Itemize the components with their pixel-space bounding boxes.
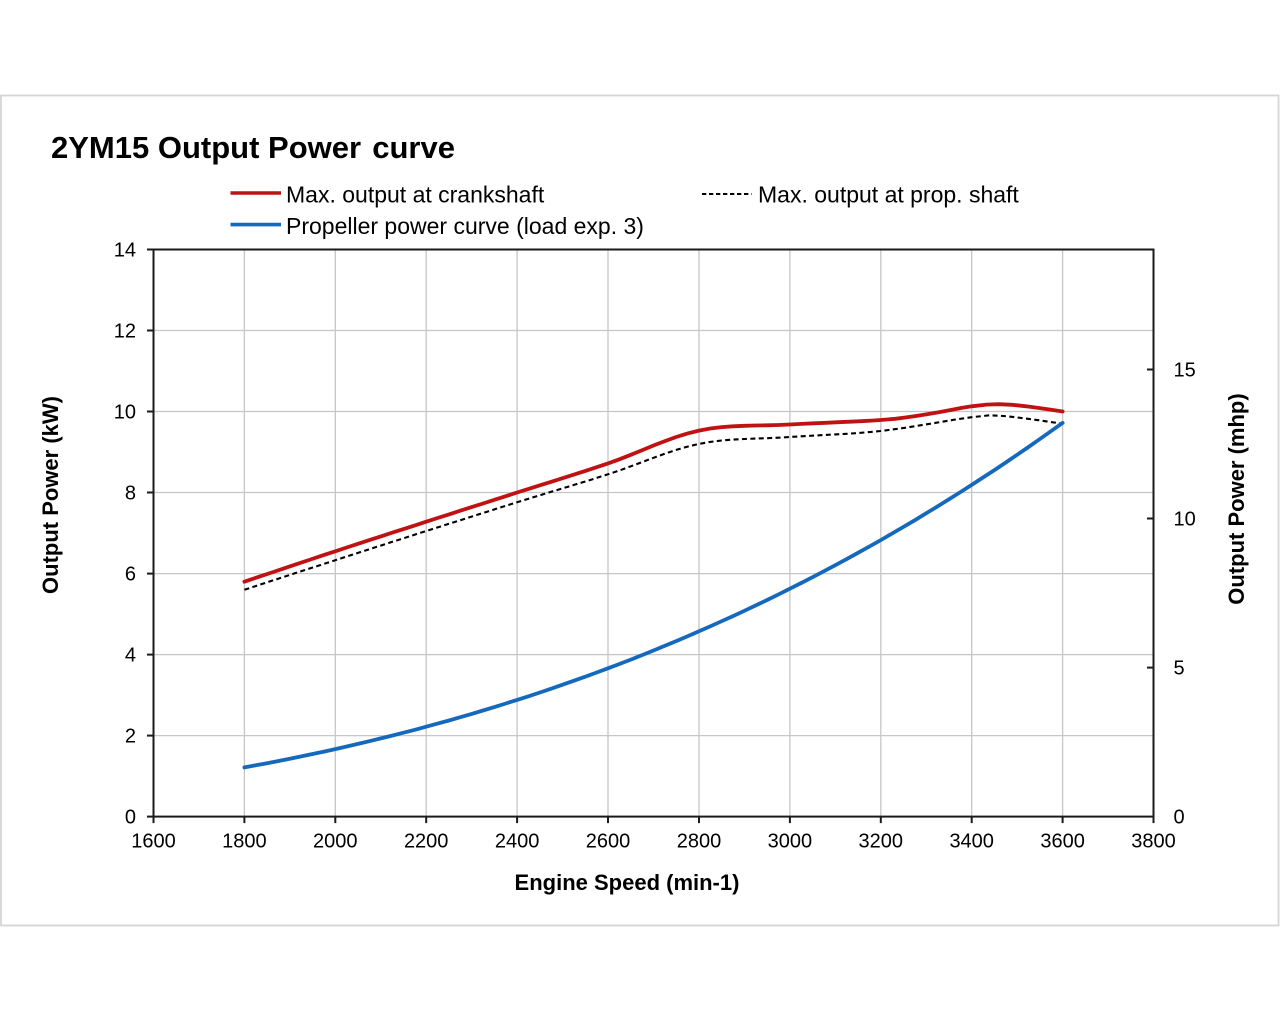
svg-text:3000: 3000 — [768, 831, 813, 853]
svg-text:Output Power (kW): Output Power (kW) — [38, 396, 63, 594]
svg-text:2600: 2600 — [586, 831, 631, 853]
svg-text:12: 12 — [114, 320, 136, 342]
svg-text:14: 14 — [114, 239, 136, 261]
svg-text:3200: 3200 — [859, 831, 904, 853]
svg-text:3800: 3800 — [1131, 831, 1176, 853]
svg-text:5: 5 — [1174, 658, 1185, 680]
svg-text:10: 10 — [114, 401, 136, 423]
svg-text:Max. output at crankshaft: Max. output at crankshaft — [286, 181, 545, 207]
svg-text:0: 0 — [1174, 807, 1185, 829]
svg-text:2: 2 — [125, 726, 136, 748]
svg-text:2800: 2800 — [677, 831, 722, 853]
svg-text:Max. output at prop. shaft: Max. output at prop. shaft — [758, 181, 1019, 207]
svg-text:10: 10 — [1174, 508, 1196, 530]
svg-text:3600: 3600 — [1040, 831, 1085, 853]
svg-text:1800: 1800 — [222, 831, 267, 853]
svg-text:2YM15 Output Power curve: 2YM15 Output Power curve — [51, 130, 455, 165]
svg-text:Engine Speed (min-1): Engine Speed (min-1) — [515, 870, 740, 895]
svg-text:2400: 2400 — [495, 831, 540, 853]
svg-text:2000: 2000 — [313, 831, 358, 853]
svg-text:0: 0 — [125, 807, 136, 829]
svg-text:Propeller power curve (load ex: Propeller power curve (load exp. 3) — [286, 213, 644, 239]
svg-text:3400: 3400 — [949, 831, 994, 853]
svg-text:1600: 1600 — [131, 831, 176, 853]
svg-text:4: 4 — [125, 645, 136, 667]
svg-text:Output Power (mhp): Output Power (mhp) — [1224, 393, 1249, 604]
svg-text:8: 8 — [125, 482, 136, 504]
svg-text:15: 15 — [1174, 359, 1196, 381]
svg-text:6: 6 — [125, 564, 136, 586]
svg-text:2200: 2200 — [404, 831, 449, 853]
